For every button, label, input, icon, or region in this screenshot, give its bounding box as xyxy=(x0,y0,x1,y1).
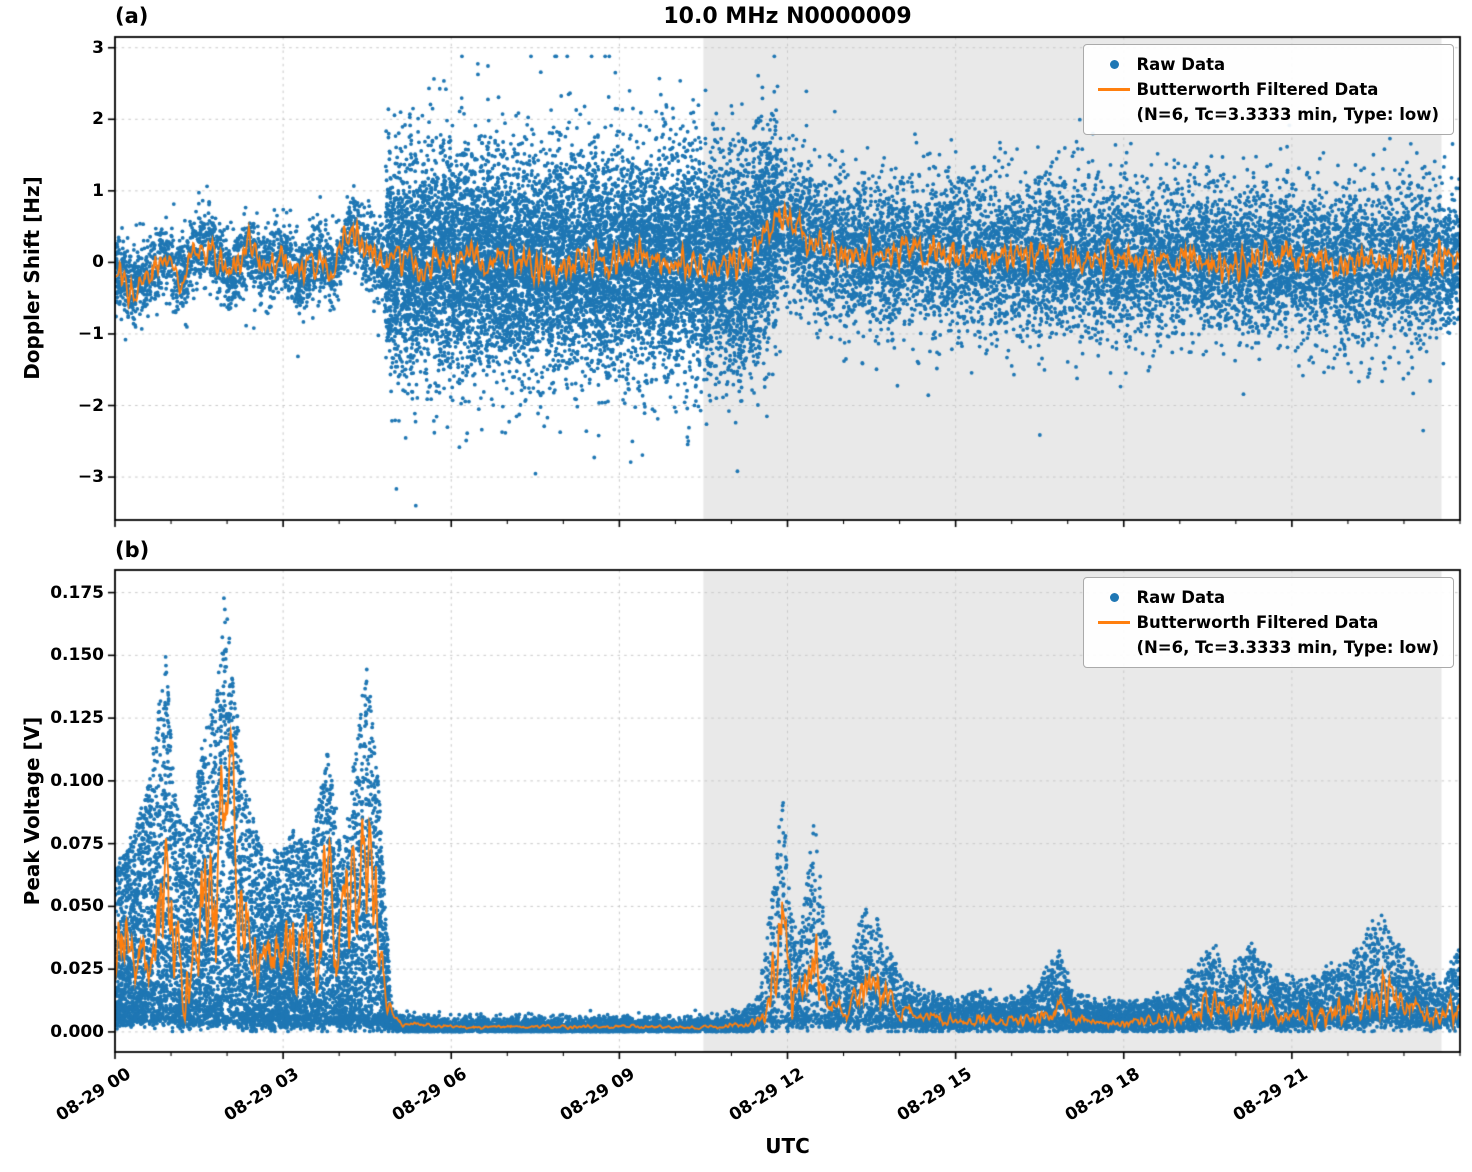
legend-filtered-sublabel: (N=6, Tc=3.3333 min, Type: low) xyxy=(1136,105,1439,124)
y-tick-label: 0.025 xyxy=(50,959,104,980)
legend-entry-raw: Raw Data xyxy=(1092,52,1439,77)
y-tick-label: −3 xyxy=(77,467,104,488)
y-tick-label: 2 xyxy=(92,109,104,130)
filtered-line-marker-icon xyxy=(1098,621,1131,624)
legend-entry-filtered-detail: (N=6, Tc=3.3333 min, Type: low) xyxy=(1092,102,1439,127)
y-tick-label: 0.050 xyxy=(50,896,104,917)
legend-panel-b: Raw Data Butterworth Filtered Data (N=6,… xyxy=(1083,577,1454,668)
legend-filtered-label: Butterworth Filtered Data xyxy=(1136,613,1379,632)
legend-filtered-sublabel: (N=6, Tc=3.3333 min, Type: low) xyxy=(1136,638,1439,657)
y-tick-label: 0.175 xyxy=(50,582,104,603)
legend-raw-label: Raw Data xyxy=(1136,55,1226,74)
y-tick-label: −1 xyxy=(77,323,104,344)
y-tick-label: 0.150 xyxy=(50,645,104,666)
legend-entry-filtered: Butterworth Filtered Data xyxy=(1092,610,1439,635)
legend-entry-filtered: Butterworth Filtered Data xyxy=(1092,77,1439,102)
panel-a-label: (a) xyxy=(115,4,149,28)
legend-entry-raw: Raw Data xyxy=(1092,585,1439,610)
y-tick-label: 0.100 xyxy=(50,770,104,791)
raw-data-marker-icon xyxy=(1109,60,1119,69)
filtered-line-marker-icon xyxy=(1098,88,1131,91)
figure-title: 10.0 MHz N0000009 xyxy=(663,4,912,29)
raw-data-marker-icon xyxy=(1109,593,1119,602)
y-axis-label-doppler: Doppler Shift [Hz] xyxy=(20,176,44,380)
y-tick-label: −2 xyxy=(77,395,104,416)
y-axis-label-voltage: Peak Voltage [V] xyxy=(20,716,44,906)
y-tick-label: 3 xyxy=(92,37,104,58)
legend-entry-filtered-detail: (N=6, Tc=3.3333 min, Type: low) xyxy=(1092,635,1439,660)
legend-raw-label: Raw Data xyxy=(1136,588,1226,607)
y-tick-label: 0.125 xyxy=(50,708,104,729)
y-tick-label: 0.000 xyxy=(50,1021,104,1042)
legend-filtered-label: Butterworth Filtered Data xyxy=(1136,80,1379,99)
y-tick-label: 1 xyxy=(92,180,104,201)
y-tick-label: 0.075 xyxy=(50,833,104,854)
legend-panel-a: Raw Data Butterworth Filtered Data (N=6,… xyxy=(1083,44,1454,135)
panel-b-label: (b) xyxy=(115,538,150,562)
x-axis-label: UTC xyxy=(765,1134,810,1158)
y-tick-label: 0 xyxy=(92,252,104,273)
